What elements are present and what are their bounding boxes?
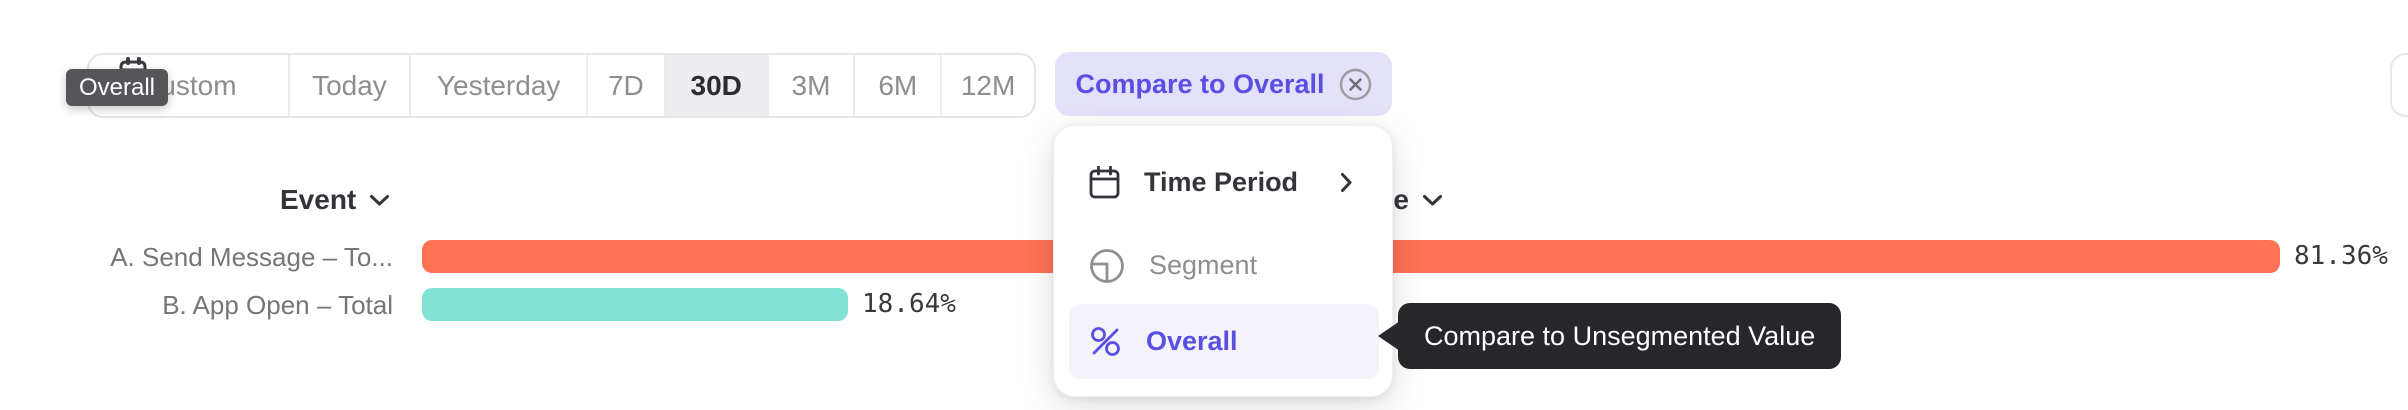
compare-unsegmented-tooltip: Compare to Unsegmented Value: [1378, 303, 1842, 369]
time-range-3m[interactable]: 3M: [769, 55, 856, 116]
bar-value-send-message: 81.36%: [2294, 241, 2388, 271]
compare-to-overall-label: Compare to Overall: [1075, 68, 1325, 99]
time-range-7d[interactable]: 7D: [588, 55, 666, 116]
segment-icon: [1089, 248, 1125, 284]
time-range-label: Today: [312, 69, 387, 101]
tooltip-caret: [1378, 321, 1400, 351]
time-range-30d[interactable]: 30D: [665, 55, 769, 116]
time-range-label: 7D: [607, 69, 644, 101]
compare-unsegmented-tooltip-text: Compare to Unsegmented Value: [1424, 320, 1816, 351]
row-label-app-open: B. App Open – Total: [162, 290, 393, 320]
time-range-yesterday[interactable]: Yesterday: [411, 55, 588, 116]
time-range-label: 6M: [878, 69, 918, 101]
menu-item-overall[interactable]: Overall: [1069, 304, 1379, 379]
time-range-12m[interactable]: 12M: [942, 55, 1034, 116]
menu-item-label: Overall: [1146, 326, 1238, 356]
calendar-icon: [1089, 166, 1120, 199]
menu-item-time-period[interactable]: Time Period: [1069, 145, 1379, 220]
compare-to-overall-button[interactable]: Compare to Overall: [1055, 52, 1392, 116]
time-range-picker: Custom Today Yesterday 7D 30D 3M 6M 12M: [87, 53, 1036, 118]
menu-item-label: Segment: [1149, 250, 1258, 280]
time-range-label: 30D: [690, 69, 742, 101]
clipped-right-button[interactable]: [2390, 53, 2408, 117]
event-column-header[interactable]: Event: [280, 184, 390, 216]
chevron-right-icon: [1340, 172, 1353, 193]
row-label-send-message: A. Send Message – To...: [110, 242, 393, 272]
time-range-today[interactable]: Today: [290, 55, 412, 116]
bar-value-app-open: 18.64%: [862, 289, 956, 319]
percent-icon: [1089, 325, 1122, 358]
bar-app-open[interactable]: [422, 288, 848, 321]
menu-item-label: Time Period: [1144, 167, 1299, 197]
event-header-label: Event: [280, 184, 357, 215]
menu-item-segment[interactable]: Segment: [1069, 228, 1379, 303]
overall-hover-tooltip: Overall: [66, 69, 168, 106]
chevron-down-icon: [369, 194, 390, 207]
calendar-icon: [119, 57, 147, 70]
chevron-down-icon: [1422, 194, 1443, 207]
time-range-label: Yesterday: [436, 69, 561, 101]
remove-compare-icon[interactable]: [1339, 68, 1372, 101]
time-range-label: 3M: [791, 69, 831, 101]
time-range-label: 12M: [960, 69, 1016, 101]
time-range-6m[interactable]: 6M: [855, 55, 943, 116]
overall-hover-tooltip-text: Overall: [78, 73, 156, 101]
compare-dropdown-menu: Time Period Segment Overal: [1053, 125, 1393, 397]
